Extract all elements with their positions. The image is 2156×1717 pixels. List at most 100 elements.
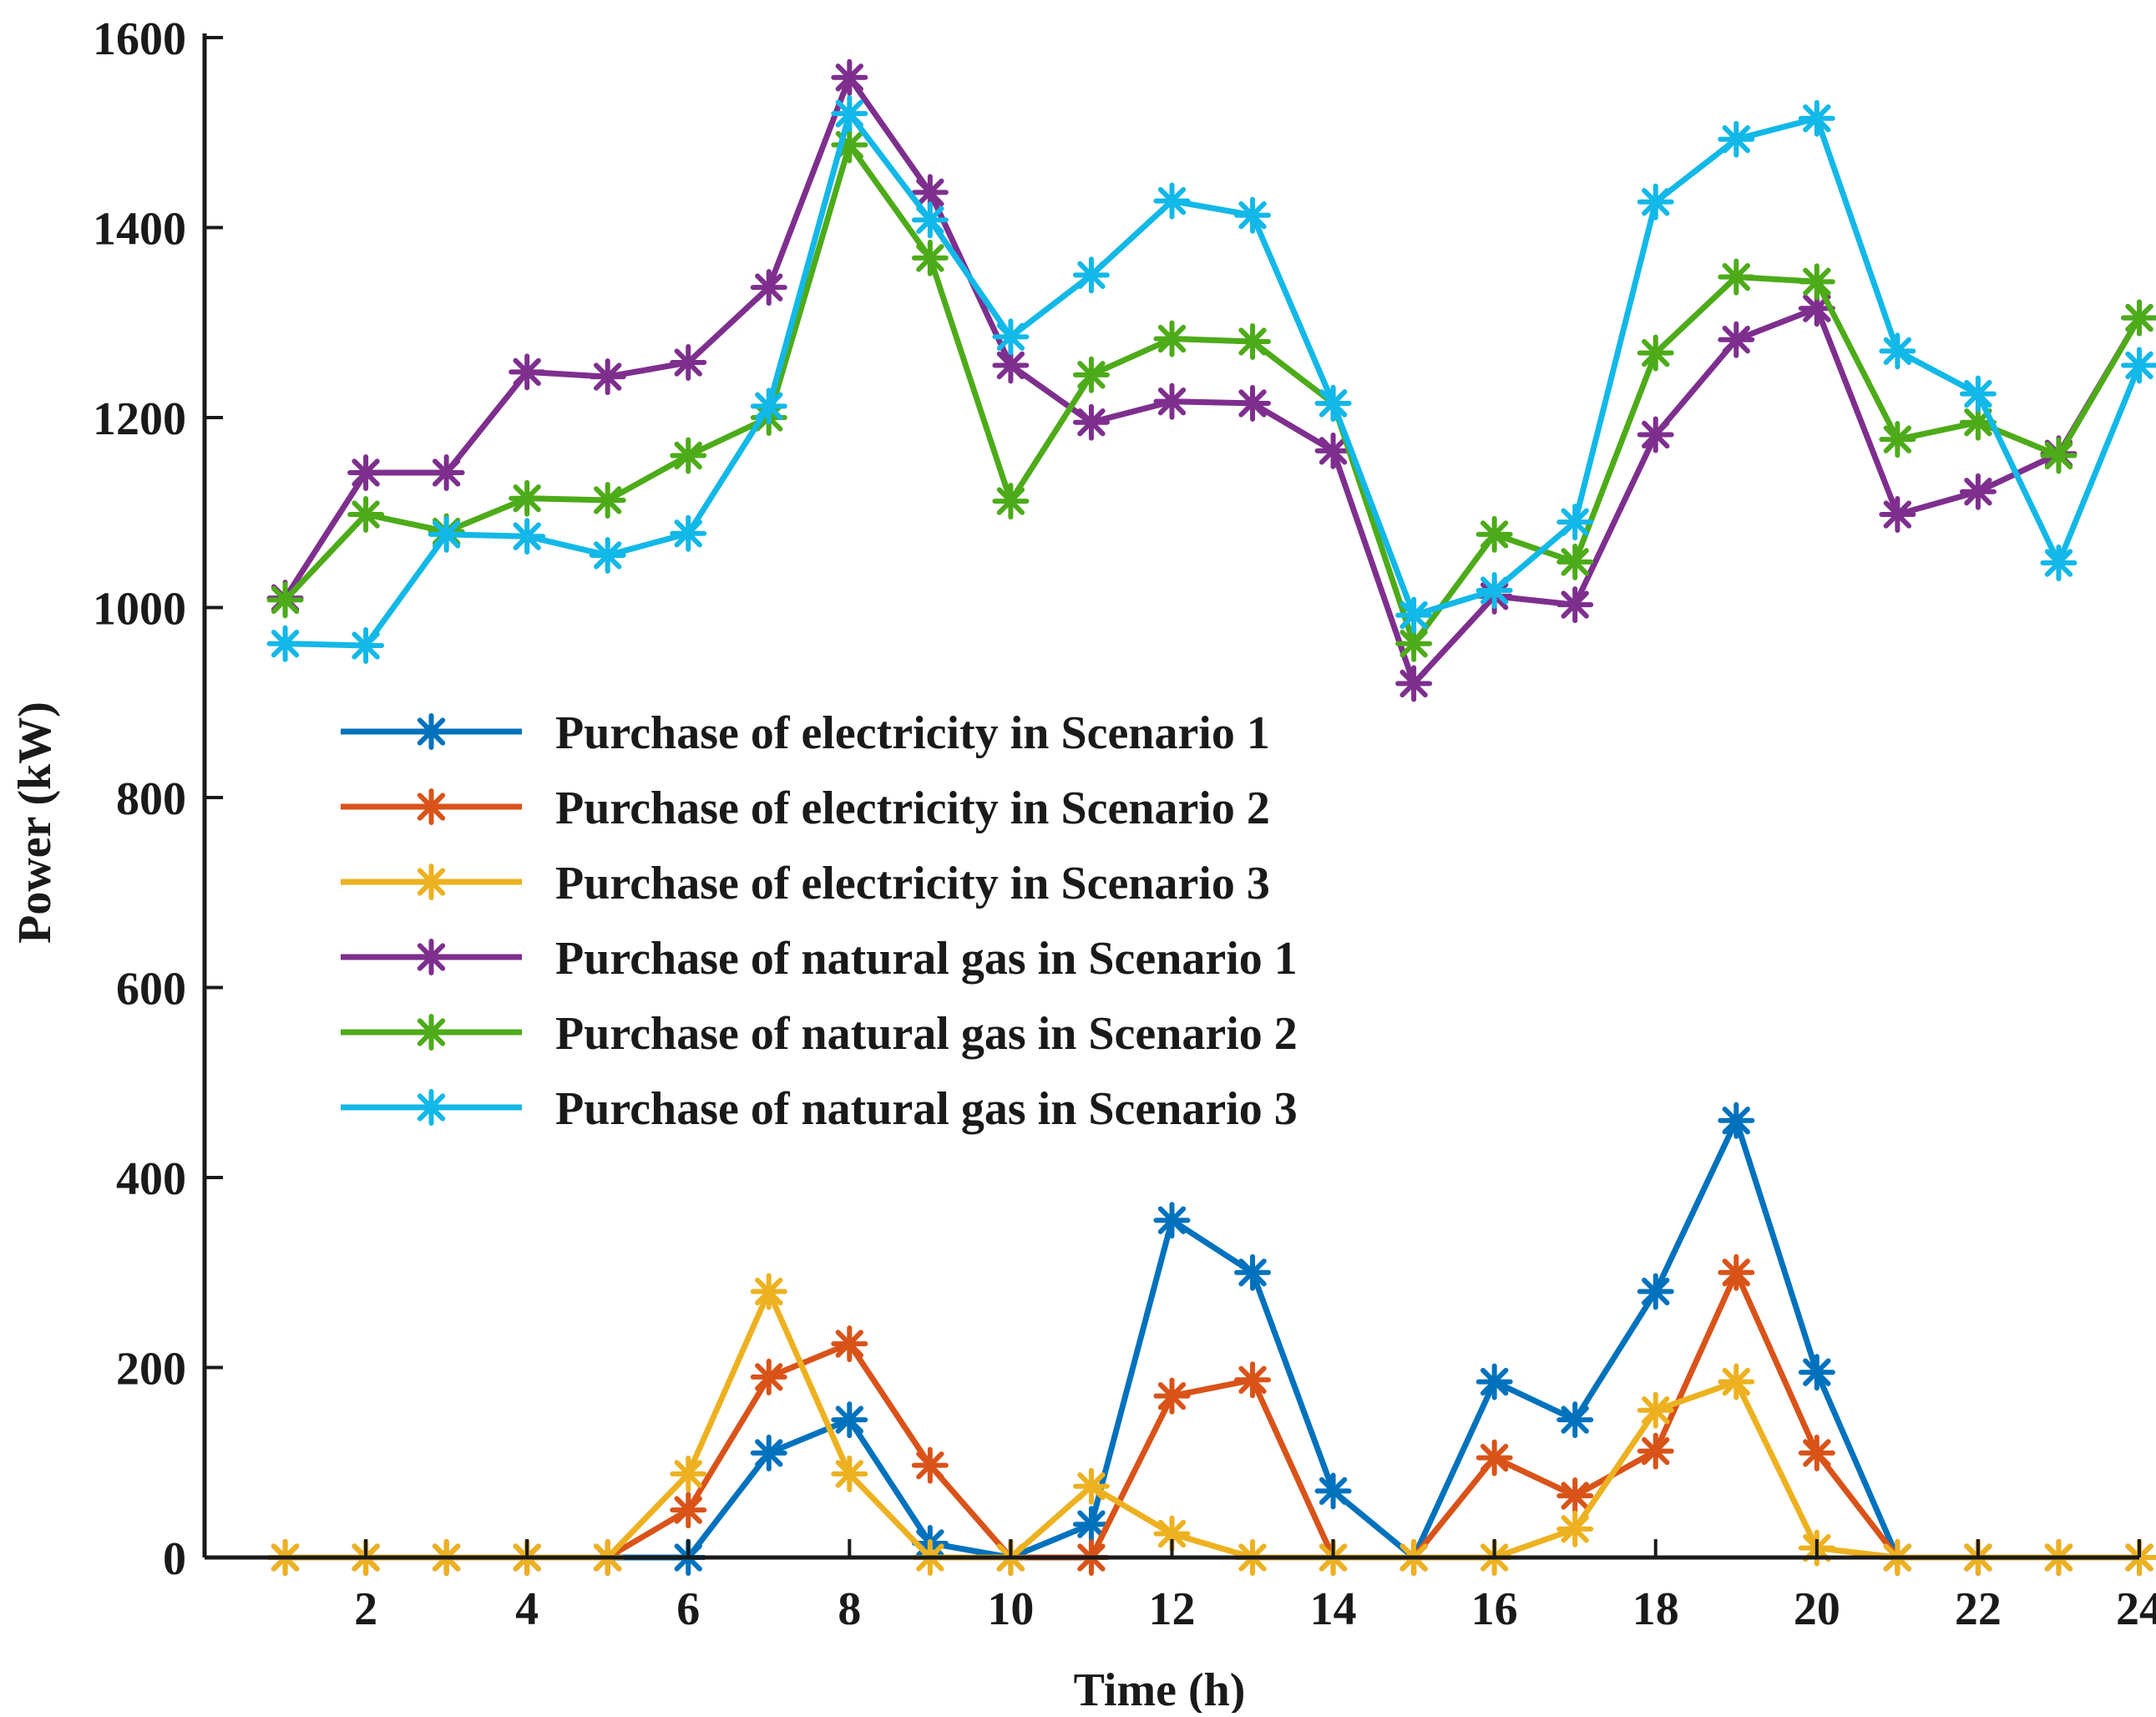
series-5-point-4	[509, 479, 546, 517]
legend: Purchase of electricity in Scenario 1 Pur…	[341, 707, 1298, 1135]
series-6-point-6	[670, 514, 707, 552]
legend-label-4: Purchase of natural gas in Scenario 1	[555, 933, 1298, 985]
series-4-point-6	[670, 344, 707, 382]
series-6-point-4	[509, 518, 546, 555]
legend-entry-4: Purchase of natural gas in Scenario 1	[341, 933, 1298, 985]
y-tick-label-1400: 1400	[93, 204, 186, 256]
y-axis-label: Power (kW)	[9, 701, 61, 944]
series-6-point-18	[1637, 183, 1674, 220]
series-5-point-12	[1153, 320, 1191, 357]
series-4-point-10	[992, 347, 1030, 384]
series-5-point-2	[347, 496, 385, 534]
series-5-point-17	[1556, 543, 1594, 580]
y-tick-label-600: 600	[116, 964, 186, 1016]
y-tick-label-200: 200	[116, 1344, 186, 1395]
series-4-point-15	[1395, 665, 1433, 702]
series-5-point-24	[2121, 299, 2156, 337]
legend-label-2: Purchase of electricity in Scenario 2	[555, 783, 1270, 834]
x-axis-label: Time (h)	[1074, 1664, 1246, 1713]
series-4-point-13	[1234, 384, 1272, 422]
legend-marker-2	[412, 788, 450, 825]
series-5-point-20	[1798, 263, 1835, 301]
legend-entry-6: Purchase of natural gas in Scenario 3	[341, 1083, 1298, 1135]
series-4-point-18	[1637, 416, 1674, 453]
series-1-point-17	[1556, 1401, 1594, 1439]
series-2-point-8	[831, 1325, 868, 1363]
series-4-point-9	[911, 174, 949, 211]
legend-entry-5: Purchase of natural gas in Scenario 2	[341, 1008, 1298, 1060]
series-1-point-12	[1153, 1202, 1191, 1239]
series-4-point-19	[1718, 321, 1755, 358]
series-5-point-5	[589, 481, 626, 519]
series-1-point-20	[1798, 1354, 1835, 1391]
series-4	[266, 58, 2156, 702]
series-6-point-7	[750, 387, 787, 425]
plot-area	[266, 58, 2156, 1576]
legend-label-6: Purchase of natural gas in Scenario 3	[555, 1083, 1298, 1135]
series-line-1	[285, 1117, 2139, 1561]
series-6-point-3	[428, 515, 465, 553]
series-3-point-11	[1072, 1467, 1110, 1505]
x-tick-label-18: 18	[1632, 1583, 1679, 1635]
series-5-point-13	[1234, 323, 1272, 360]
legend-marker-5	[412, 1014, 450, 1051]
series-line-6	[285, 110, 2143, 649]
x-tick-label-22: 22	[1955, 1583, 2002, 1635]
series-line-5	[282, 142, 2143, 647]
y-tick-label-1000: 1000	[93, 584, 186, 636]
series-5-point-18	[1637, 334, 1674, 372]
series-5-point-16	[1475, 515, 1513, 553]
series-4-point-21	[1879, 496, 1916, 534]
series-line-4	[282, 74, 2143, 686]
x-tick-label-2: 2	[354, 1583, 377, 1635]
series-6-point-24	[2121, 347, 2156, 384]
series-5-point-6	[670, 437, 707, 474]
series-4-point-17	[1556, 586, 1594, 624]
series-2-point-12	[1153, 1377, 1191, 1415]
series-6-point-11	[1072, 256, 1110, 294]
series-2-point-13	[1234, 1361, 1272, 1399]
legend-marker-3	[412, 864, 450, 900]
y-tick-label-1600: 1600	[93, 13, 186, 65]
series-6-point-12	[1153, 182, 1191, 220]
series-6-point-23	[2040, 544, 2078, 582]
series-4-point-12	[1153, 382, 1191, 420]
series-1-point-11	[1072, 1506, 1110, 1543]
x-tick-label-12: 12	[1149, 1583, 1196, 1635]
series-1-point-18	[1637, 1273, 1674, 1310]
series-4-point-8	[831, 58, 868, 96]
series-4-point-14	[1314, 432, 1352, 469]
series-6-point-8	[831, 95, 868, 132]
series-5-point-9	[911, 239, 949, 276]
legend-entry-1: Purchase of electricity in Scenario 1	[341, 707, 1270, 759]
legend-marker-1	[412, 713, 450, 750]
series-2-point-17	[1556, 1477, 1594, 1515]
series-5-point-8	[831, 126, 868, 164]
series-6-point-20	[1798, 99, 1835, 137]
series-6-point-2	[347, 627, 385, 664]
x-tick-label-16: 16	[1471, 1583, 1518, 1635]
series-1-point-13	[1234, 1254, 1272, 1291]
series-6-point-15	[1395, 596, 1433, 634]
x-tick-label-10: 10	[987, 1583, 1034, 1635]
series-5-point-23	[2040, 437, 2078, 474]
series-5-point-11	[1072, 356, 1110, 393]
series-5-point-21	[1879, 421, 1916, 458]
series-4-point-22	[1959, 473, 1997, 510]
x-tick-label-6: 6	[676, 1583, 700, 1635]
series-4-point-4	[509, 353, 546, 391]
series-6-point-19	[1718, 120, 1755, 158]
x-tick-label-4: 4	[515, 1583, 539, 1635]
series-2	[266, 1254, 2156, 1576]
series-2-point-7	[750, 1358, 787, 1395]
series-4-point-20	[1798, 290, 1835, 327]
series-4-point-2	[347, 453, 385, 491]
series-2-point-9	[911, 1446, 949, 1484]
legend-marker-4	[412, 939, 450, 975]
series-4-point-3	[428, 453, 465, 491]
series-6-point-1	[266, 625, 304, 662]
series-3-point-19	[1718, 1363, 1755, 1400]
legend-label-1: Purchase of electricity in Scenario 1	[555, 707, 1270, 759]
